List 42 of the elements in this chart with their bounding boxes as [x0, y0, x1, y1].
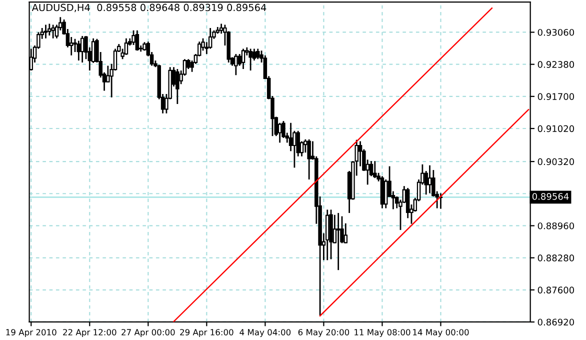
y-tick-label: 0.88960: [538, 222, 574, 230]
candlestick: [234, 53, 238, 76]
x-tick-label: 6 May 20:00: [298, 329, 350, 337]
candlestick: [135, 30, 140, 52]
x-tick-label: 29 Apr 16:00: [180, 329, 234, 337]
candlestick: [428, 164, 432, 194]
candlestick: [373, 160, 377, 179]
y-tick-label: 0.90320: [538, 158, 574, 166]
candlestick: [358, 140, 362, 167]
candlestick: [238, 53, 242, 66]
y-tick-label: 0.91700: [538, 93, 574, 100]
candlestick: [44, 24, 48, 40]
candlestick: [76, 40, 81, 62]
x-tick-label: 11 May 08:00: [354, 329, 410, 337]
candlestick: [176, 68, 180, 105]
y-tick-label: 0.87600: [538, 286, 574, 294]
candlestick: [219, 23, 224, 34]
candlestick: [248, 48, 252, 72]
candlestick: [48, 23, 52, 36]
candlestick: [256, 48, 260, 60]
candlestick: [384, 178, 388, 209]
x-tick-label: 14 May 00:00: [413, 329, 469, 337]
y-tick-label: 0.92380: [538, 61, 574, 68]
candlestick: [282, 120, 286, 139]
candlestick: [241, 48, 246, 70]
ref-line-label: 0.89564: [532, 193, 569, 200]
candlestick: [51, 24, 55, 40]
candlestick: [124, 38, 128, 56]
y-tick-label: 0.93060: [538, 28, 574, 36]
candlestick: [288, 122, 293, 152]
x-tick-label: 27 Apr 00:00: [122, 329, 175, 337]
candlestick: [80, 35, 84, 64]
chart-title: AUDUSD,H4 0.89558 0.89648 0.89319 0.89564: [32, 4, 266, 12]
candlestick: [69, 36, 74, 56]
y-tick-label: 0.86920: [538, 318, 574, 326]
x-tick-label: 19 Apr 2010: [6, 329, 56, 337]
candlestick: [307, 138, 311, 180]
candlestick: [336, 212, 340, 271]
x-tick-label: 4 May 04:00: [240, 329, 291, 337]
y-tick-label: 0.88280: [538, 254, 574, 262]
x-tick-label: 22 Apr 12:00: [63, 329, 116, 337]
y-tick-label: 0.91020: [538, 125, 574, 132]
